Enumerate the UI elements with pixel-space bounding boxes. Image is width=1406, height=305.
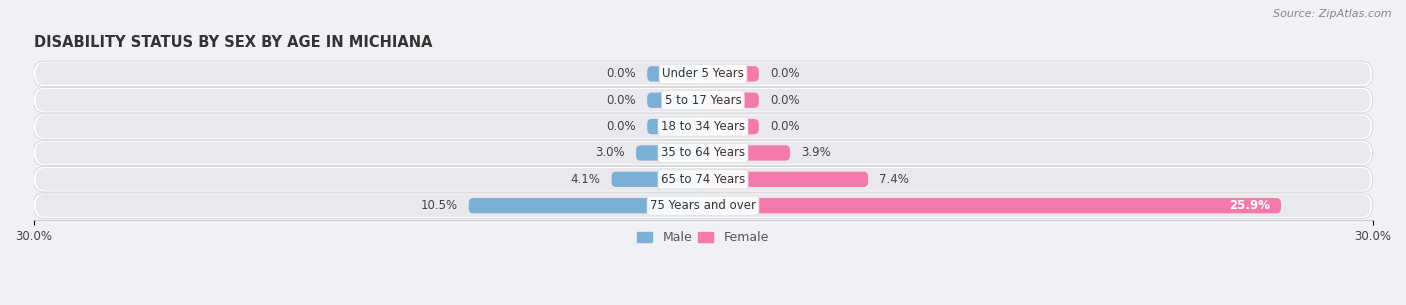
FancyBboxPatch shape bbox=[703, 119, 759, 134]
FancyBboxPatch shape bbox=[34, 193, 1372, 218]
FancyBboxPatch shape bbox=[34, 61, 1372, 87]
Text: 0.0%: 0.0% bbox=[606, 67, 636, 80]
Text: 0.0%: 0.0% bbox=[606, 120, 636, 133]
FancyBboxPatch shape bbox=[34, 167, 1372, 192]
Text: 18 to 34 Years: 18 to 34 Years bbox=[661, 120, 745, 133]
FancyBboxPatch shape bbox=[35, 168, 1371, 191]
FancyBboxPatch shape bbox=[35, 194, 1371, 217]
Text: Source: ZipAtlas.com: Source: ZipAtlas.com bbox=[1274, 9, 1392, 19]
Text: 0.0%: 0.0% bbox=[606, 94, 636, 107]
Text: 0.0%: 0.0% bbox=[770, 120, 800, 133]
FancyBboxPatch shape bbox=[636, 145, 703, 161]
Text: 25.9%: 25.9% bbox=[1229, 199, 1270, 212]
FancyBboxPatch shape bbox=[34, 140, 1372, 166]
Text: 4.1%: 4.1% bbox=[571, 173, 600, 186]
FancyBboxPatch shape bbox=[34, 114, 1372, 139]
FancyBboxPatch shape bbox=[34, 88, 1372, 113]
FancyBboxPatch shape bbox=[703, 198, 1281, 213]
FancyBboxPatch shape bbox=[35, 142, 1371, 164]
Text: 5 to 17 Years: 5 to 17 Years bbox=[665, 94, 741, 107]
Text: Under 5 Years: Under 5 Years bbox=[662, 67, 744, 80]
FancyBboxPatch shape bbox=[647, 119, 703, 134]
FancyBboxPatch shape bbox=[35, 89, 1371, 112]
FancyBboxPatch shape bbox=[647, 66, 703, 81]
FancyBboxPatch shape bbox=[35, 115, 1371, 138]
Text: 0.0%: 0.0% bbox=[770, 67, 800, 80]
FancyBboxPatch shape bbox=[612, 172, 703, 187]
FancyBboxPatch shape bbox=[703, 92, 759, 108]
FancyBboxPatch shape bbox=[703, 145, 790, 161]
Text: 65 to 74 Years: 65 to 74 Years bbox=[661, 173, 745, 186]
FancyBboxPatch shape bbox=[703, 66, 759, 81]
Text: 10.5%: 10.5% bbox=[420, 199, 457, 212]
Text: 3.0%: 3.0% bbox=[595, 146, 624, 160]
Text: 3.9%: 3.9% bbox=[801, 146, 831, 160]
Text: 75 Years and over: 75 Years and over bbox=[650, 199, 756, 212]
FancyBboxPatch shape bbox=[468, 198, 703, 213]
Text: DISABILITY STATUS BY SEX BY AGE IN MICHIANA: DISABILITY STATUS BY SEX BY AGE IN MICHI… bbox=[34, 35, 432, 50]
FancyBboxPatch shape bbox=[647, 92, 703, 108]
Legend: Male, Female: Male, Female bbox=[633, 226, 773, 249]
FancyBboxPatch shape bbox=[35, 63, 1371, 85]
FancyBboxPatch shape bbox=[703, 172, 868, 187]
Text: 0.0%: 0.0% bbox=[770, 94, 800, 107]
Text: 7.4%: 7.4% bbox=[879, 173, 910, 186]
Text: 35 to 64 Years: 35 to 64 Years bbox=[661, 146, 745, 160]
